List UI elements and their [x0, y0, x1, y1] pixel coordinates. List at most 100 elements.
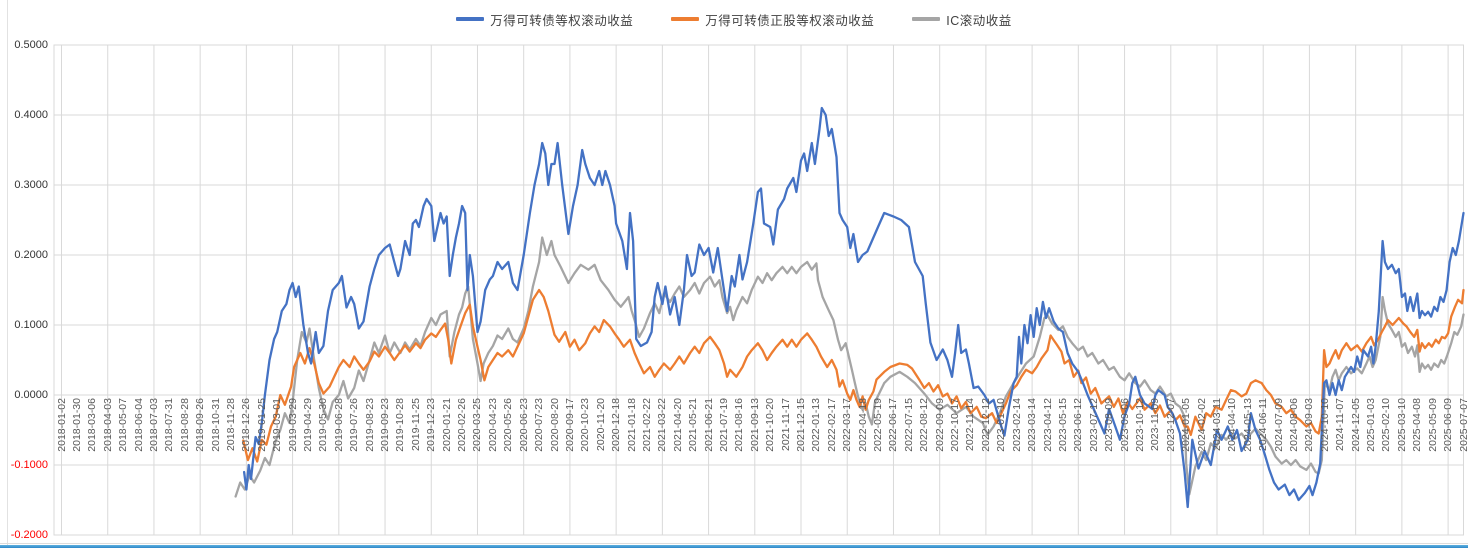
x-tick-label: 2019-11-25: [409, 398, 422, 451]
legend-label: IC滚动收益: [946, 13, 1012, 28]
legend-label: 万得可转债正股等权滚动收益: [705, 13, 875, 28]
x-tick-label: 2020-07-23: [533, 398, 546, 452]
x-tick-label: 2022-03-17: [841, 398, 854, 452]
x-tick-label: 2021-05-21: [687, 398, 700, 452]
x-tick-label: 2018-03-06: [86, 398, 99, 452]
x-tick-label: 2019-03-29: [286, 398, 299, 452]
legend-line-swatch: [671, 17, 700, 21]
x-tick-label: 2025-01-03: [1365, 398, 1378, 452]
chart-left-border: [7, 0, 8, 545]
x-tick-label: 2019-09-23: [379, 398, 392, 452]
x-tick-label: 2018-11-28: [224, 398, 237, 451]
legend-item-2[interactable]: IC滚动收益: [912, 10, 1012, 29]
legend-item-1[interactable]: 万得可转债正股等权滚动收益: [671, 10, 874, 29]
x-tick-label: 2025-04-08: [1411, 398, 1424, 452]
series-line-万得可转债正股等权滚动收益[interactable]: [242, 288, 1465, 463]
y-tick-label: 0.1000: [14, 319, 48, 331]
y-tick-label: 0.0000: [14, 389, 48, 401]
x-tick-label: 2023-11-09: [1149, 398, 1162, 451]
x-tick-label: 2018-10-31: [209, 398, 222, 452]
x-tick-label: 2019-05-30: [317, 398, 330, 452]
x-tick-label: 2022-08-12: [918, 398, 931, 452]
x-tick-label: 2025-07-07: [1457, 398, 1468, 452]
x-tick-label: 2021-04-20: [671, 398, 684, 452]
x-tick-label: 2024-02-02: [1195, 398, 1208, 452]
window-edge-bar: [0, 545, 1468, 548]
x-tick-label: 2022-07-15: [902, 398, 915, 452]
x-tick-label: 2024-12-05: [1349, 398, 1362, 452]
x-tick-label: 2023-12-07: [1164, 398, 1177, 452]
x-tick-label: 2022-06-17: [887, 398, 900, 452]
x-tick-label: 2024-07-09: [1272, 398, 1285, 452]
x-tick-label: 2023-02-14: [1010, 398, 1023, 452]
x-tick-label: 2020-02-26: [456, 398, 469, 452]
x-tick-label: 2022-11-14: [964, 398, 977, 451]
x-tick-label: 2019-12-23: [425, 398, 438, 452]
y-tick-label: 0.3000: [14, 179, 48, 191]
series-line-万得可转债等权滚动收益[interactable]: [242, 106, 1465, 509]
x-tick-label: 2019-04-29: [302, 398, 314, 452]
x-tick-label: 2023-10-12: [1133, 398, 1146, 452]
x-tick-label: 2023-04-12: [1041, 398, 1054, 452]
x-tick-label: 2022-09-09: [933, 398, 946, 452]
y-tick-label: 0.2000: [14, 249, 48, 261]
x-tick-label: 2018-07-03: [147, 398, 160, 452]
x-tick-label: 2025-02-10: [1380, 398, 1393, 452]
x-tick-label: 2019-10-28: [394, 398, 407, 452]
x-tick-label: 2019-07-26: [348, 398, 361, 452]
x-tick-label: 2024-10-10: [1318, 398, 1331, 452]
legend-line-swatch: [912, 17, 941, 21]
x-tick-label: 2018-09-26: [194, 398, 207, 452]
x-tick-label: 2019-08-23: [363, 398, 376, 452]
x-tick-label: 2018-04-03: [101, 398, 114, 452]
x-tick-label: 2018-12-26: [240, 398, 253, 452]
legend-label: 万得可转债等权滚动收益: [490, 13, 634, 28]
x-tick-label: 2020-09-17: [563, 398, 576, 452]
x-tick-label: 2020-08-20: [548, 398, 561, 452]
y-tick-label: -0.1000: [10, 459, 48, 471]
x-tick-label: 2020-04-23: [486, 398, 499, 452]
x-tick-label: 2025-03-10: [1395, 398, 1408, 452]
x-tick-label: 2021-02-22: [640, 398, 653, 452]
x-tick-label: 2021-12-15: [795, 398, 808, 452]
x-tick-label: 2021-01-18: [625, 398, 638, 452]
x-tick-label: 2018-05-07: [117, 398, 130, 452]
x-tick-label: 2024-08-06: [1288, 398, 1301, 452]
x-tick-label: 2023-05-15: [1056, 398, 1069, 452]
x-tick-label: 2022-02-17: [825, 398, 838, 452]
x-tick-label: 2023-09-06: [1118, 398, 1131, 452]
x-tick-label: 2024-05-13: [1241, 398, 1254, 452]
x-tick-label: 2021-07-19: [717, 398, 730, 452]
series-line-IC滚动收益[interactable]: [234, 236, 1465, 498]
x-tick-label: 2024-11-07: [1334, 398, 1347, 451]
x-tick-label: 2019-03-01: [271, 398, 284, 452]
x-tick-label: 2019-01-25: [255, 398, 268, 452]
legend-line-swatch: [456, 17, 485, 21]
x-tick-label: 2018-07-31: [163, 398, 176, 452]
x-tick-label: 2020-05-26: [502, 398, 515, 452]
y-tick-label: 0.5000: [14, 39, 48, 51]
x-tick-label: 2018-01-02: [55, 398, 68, 452]
x-tick-label: 2022-01-13: [810, 398, 823, 452]
x-tick-label: 2024-03-11: [1210, 398, 1223, 451]
x-tick-label: 2021-03-22: [656, 398, 669, 452]
x-tick-label: 2021-11-17: [779, 398, 792, 451]
x-tick-label: 2022-04-18: [856, 398, 869, 452]
x-tick-label: 2022-12-12: [979, 398, 992, 452]
legend: 万得可转债等权滚动收益 万得可转债正股等权滚动收益 IC滚动收益: [0, 8, 1468, 30]
x-tick-label: 2021-10-20: [764, 398, 777, 452]
x-tick-label: 2019-06-28: [332, 398, 345, 452]
x-tick-label: 2018-06-04: [132, 398, 145, 452]
x-tick-label: 2024-06-11: [1257, 398, 1270, 451]
legend-item-0[interactable]: 万得可转债等权滚动收益: [456, 10, 633, 29]
x-tick-label: 2020-06-23: [517, 398, 530, 452]
bottom-hairline: [0, 543, 1468, 544]
y-tick-label: -0.2000: [10, 529, 48, 541]
x-tick-label: 2024-09-03: [1303, 398, 1316, 452]
x-tick-label: 2024-01-05: [1180, 398, 1193, 452]
x-tick-label: 2023-03-14: [1026, 398, 1039, 452]
x-tick-label: 2023-07-12: [1087, 398, 1100, 452]
x-tick-label: 2025-05-09: [1426, 398, 1439, 452]
x-tick-label: 2020-10-23: [579, 398, 592, 452]
